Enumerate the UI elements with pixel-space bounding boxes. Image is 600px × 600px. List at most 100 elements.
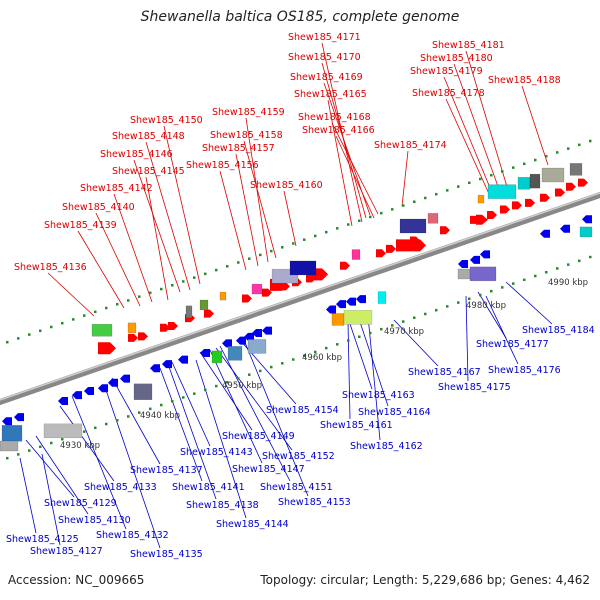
gene-label-top: Shew185_4179 bbox=[410, 66, 483, 77]
minus-gene-arrow bbox=[252, 329, 262, 338]
minus-lane-tick bbox=[204, 388, 207, 392]
gene-box-darkgrey bbox=[529, 173, 541, 189]
plus-lane-tick bbox=[380, 211, 383, 215]
kbp-marker: 4970 kbp bbox=[384, 327, 424, 337]
kbp-marker: 4940 kbp bbox=[140, 411, 180, 421]
plus-gene-arrow bbox=[540, 193, 550, 202]
leader-line-bottom bbox=[199, 351, 253, 431]
minus-lane-tick bbox=[545, 270, 548, 274]
genome-backbone bbox=[0, 191, 600, 406]
plus-gene-arrow bbox=[138, 332, 148, 341]
leader-line-bottom bbox=[159, 367, 203, 482]
plus-gene-arrow bbox=[376, 249, 386, 258]
minus-lane-tick bbox=[589, 255, 592, 259]
gene-box-body bbox=[289, 260, 317, 276]
plus-lane-tick bbox=[182, 280, 185, 283]
minus-lane-tick bbox=[61, 437, 64, 441]
leader-line-bottom bbox=[393, 319, 439, 367]
minus-lane-tick bbox=[534, 274, 537, 278]
minus-lane-tick bbox=[270, 365, 273, 369]
plus-lane-tick bbox=[204, 272, 207, 276]
minus-lane-tick bbox=[248, 373, 251, 376]
minus-lane-tick bbox=[490, 289, 493, 293]
minus-lane-tick bbox=[567, 263, 570, 266]
plus-lane-tick bbox=[171, 284, 174, 287]
minus-lane-tick bbox=[358, 335, 361, 338]
gene-box-lightgrey bbox=[0, 440, 19, 452]
plus-lane-tick bbox=[424, 196, 427, 200]
leader-line-top bbox=[327, 99, 353, 227]
minus-gene-arrow bbox=[2, 417, 12, 426]
plus-lane-tick bbox=[6, 340, 9, 344]
gene-box-steelblue bbox=[1, 425, 23, 442]
gene-box-body bbox=[227, 346, 243, 361]
plus-lane-tick bbox=[567, 147, 570, 150]
leader-line-top bbox=[145, 176, 169, 301]
plus-gene-arrow bbox=[440, 226, 450, 235]
minus-lane-tick bbox=[105, 422, 108, 426]
leader-line-bottom bbox=[209, 349, 263, 464]
gene-box-body bbox=[91, 324, 113, 337]
minus-gene-arrow bbox=[72, 391, 82, 400]
leader-line-bottom bbox=[367, 315, 381, 441]
plus-lane-tick bbox=[413, 200, 416, 204]
minus-lane-tick bbox=[83, 430, 86, 433]
gene-box-body bbox=[457, 268, 471, 280]
plus-lane-tick bbox=[160, 287, 163, 291]
plus-lane-tick bbox=[259, 253, 262, 257]
gene-label-top: Shew185_4146 bbox=[100, 149, 173, 160]
leader-line-bottom bbox=[485, 295, 519, 365]
plus-lane-tick bbox=[281, 246, 284, 249]
minus-gene-arrow bbox=[58, 396, 68, 405]
plus-lane-tick bbox=[589, 139, 592, 143]
leader-line-bottom bbox=[71, 395, 127, 530]
minus-gene-arrow bbox=[262, 326, 272, 335]
plus-gene-large bbox=[476, 214, 488, 225]
gene-label-top: Shew185_4166 bbox=[302, 125, 375, 136]
accession-text: Accession: NC_009665 bbox=[8, 573, 145, 587]
gene-box-orange bbox=[127, 322, 137, 334]
plus-gene-arrow bbox=[242, 294, 252, 303]
leader-line-top bbox=[465, 50, 509, 191]
plus-lane-tick bbox=[479, 177, 482, 181]
gene-box-olive bbox=[199, 299, 209, 311]
gene-label-bottom: Shew185_4137 bbox=[130, 465, 203, 476]
plus-lane-tick bbox=[435, 192, 438, 196]
leader-line-bottom bbox=[105, 389, 161, 549]
leader-line-bottom bbox=[59, 405, 115, 482]
plus-gene-arrow bbox=[566, 182, 576, 191]
plus-gene-large bbox=[396, 239, 426, 252]
plus-lane-tick bbox=[105, 306, 108, 310]
minus-lane-tick bbox=[17, 453, 20, 456]
minus-gene-arrow bbox=[84, 387, 94, 396]
gene-label-top: Shew185_4180 bbox=[420, 53, 493, 64]
minus-gene-arrow bbox=[120, 374, 130, 383]
gene-box-orange bbox=[331, 313, 345, 326]
gene-box-lime bbox=[343, 310, 373, 325]
minus-gene-arrow bbox=[346, 297, 356, 306]
plus-gene-arrow bbox=[262, 288, 272, 297]
leader-line-top bbox=[163, 125, 201, 285]
minus-lane-tick bbox=[127, 415, 130, 418]
gene-label-bottom: Shew185_4127 bbox=[30, 546, 103, 557]
plus-gene-arrow bbox=[204, 309, 214, 318]
gene-box-green bbox=[91, 324, 113, 337]
minus-gene-arrow bbox=[582, 215, 592, 224]
leader-line-bottom bbox=[347, 321, 351, 420]
leader-line-bottom bbox=[505, 281, 553, 325]
gene-label-bottom: Shew185_4138 bbox=[186, 500, 259, 511]
leader-line-top bbox=[145, 141, 191, 291]
leader-line-top bbox=[77, 230, 125, 309]
plus-lane-tick bbox=[149, 291, 152, 295]
minus-lane-tick bbox=[479, 293, 482, 297]
plus-lane-tick bbox=[336, 227, 339, 230]
leader-line-top bbox=[113, 193, 153, 303]
plus-lane-tick bbox=[83, 314, 86, 317]
leader-line-bottom bbox=[19, 457, 37, 534]
leader-line-top bbox=[453, 63, 501, 193]
gene-box-body bbox=[127, 322, 137, 334]
genome-title: Shewanella baltica OS185, complete genom… bbox=[140, 9, 460, 25]
leader-line-top bbox=[521, 85, 549, 166]
plus-lane-tick bbox=[215, 268, 218, 272]
gene-label-top: Shew185_4159 bbox=[212, 107, 285, 118]
